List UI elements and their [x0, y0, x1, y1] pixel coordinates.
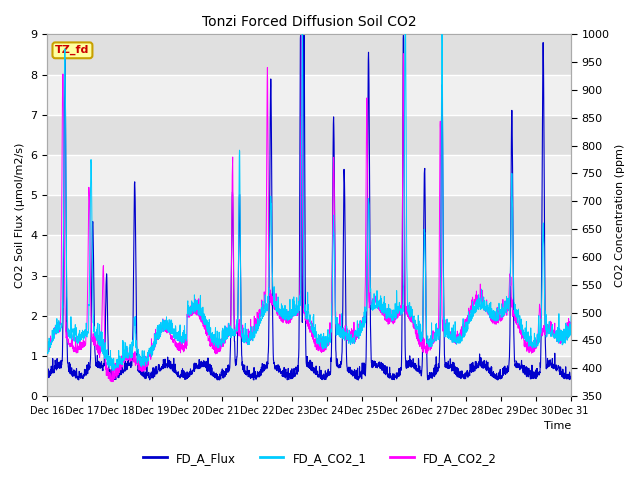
Y-axis label: CO2 Soil Flux (μmol/m2/s): CO2 Soil Flux (μmol/m2/s)	[15, 143, 25, 288]
Text: TZ_fd: TZ_fd	[55, 45, 90, 56]
Y-axis label: CO2 Concentration (ppm): CO2 Concentration (ppm)	[615, 144, 625, 287]
Bar	[47, 276, 571, 316]
Bar	[47, 115, 571, 155]
Legend: FD_A_Flux, FD_A_CO2_1, FD_A_CO2_2: FD_A_Flux, FD_A_CO2_1, FD_A_CO2_2	[138, 447, 502, 469]
X-axis label: Time: Time	[544, 421, 571, 432]
Title: Tonzi Forced Diffusion Soil CO2: Tonzi Forced Diffusion Soil CO2	[202, 15, 417, 29]
Bar	[47, 356, 571, 396]
Bar	[47, 195, 571, 235]
Bar	[47, 35, 571, 74]
